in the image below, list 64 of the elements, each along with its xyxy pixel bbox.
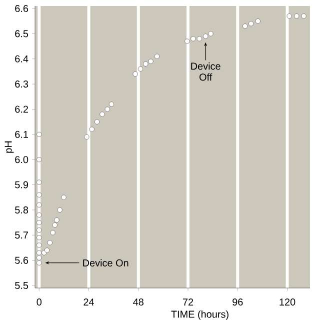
y-tick-label: 6.4	[15, 55, 28, 62]
point	[36, 202, 42, 208]
point	[94, 119, 100, 124]
point	[242, 24, 248, 29]
point	[36, 242, 42, 248]
y-tick-label: 5.8	[15, 206, 28, 214]
point	[100, 112, 105, 117]
point	[148, 58, 154, 64]
point	[61, 194, 66, 200]
y-axis-title: pH	[4, 141, 14, 153]
point	[36, 192, 42, 198]
x-axis-title: TIME (hours)	[171, 310, 228, 320]
point	[89, 126, 94, 132]
point	[208, 31, 214, 36]
point	[190, 36, 196, 42]
point	[294, 13, 300, 19]
y-tick-label: 6.3	[15, 80, 28, 88]
y-tick-label: 5.7	[15, 232, 28, 239]
point	[104, 106, 110, 112]
x-tick-label: 0	[36, 298, 42, 306]
x-tick-label: 72	[182, 298, 194, 306]
point	[154, 54, 160, 59]
annotation: Device On	[83, 259, 128, 266]
point	[36, 180, 42, 185]
point	[36, 235, 42, 240]
point	[184, 38, 190, 44]
point	[36, 255, 42, 260]
annotation: Device Off	[191, 62, 220, 81]
point	[255, 18, 260, 24]
point	[36, 212, 42, 218]
x-tick-label: 96	[232, 298, 243, 306]
y-tick-label: 6.5	[15, 30, 28, 38]
point	[108, 102, 114, 107]
point	[143, 61, 148, 66]
point	[196, 36, 202, 42]
point	[36, 250, 42, 256]
point	[57, 207, 62, 213]
point	[202, 34, 208, 39]
point	[36, 132, 42, 137]
point	[44, 248, 50, 253]
point	[248, 21, 254, 26]
point	[138, 66, 144, 72]
x-tick-label: 120	[280, 298, 296, 306]
point	[52, 222, 58, 228]
point	[36, 260, 42, 266]
point	[36, 156, 42, 162]
y-tick-label: 6.1	[15, 130, 28, 138]
y-tick-label: 5.6	[15, 256, 28, 264]
y-tick-label: 6.6	[15, 4, 28, 12]
y-tick-label: 5.5	[15, 282, 28, 289]
point	[286, 13, 292, 19]
point	[132, 71, 138, 77]
point	[36, 220, 42, 226]
x-tick-label: 48	[133, 298, 144, 306]
y-tick-label: 6.2	[15, 106, 28, 113]
point	[301, 13, 306, 19]
point	[36, 228, 42, 233]
y-tick-label: 5.9	[15, 181, 28, 188]
x-tick-label: 24	[84, 298, 94, 306]
point	[54, 217, 60, 223]
y-tick-label: 6.0	[15, 156, 28, 164]
point	[84, 134, 90, 140]
point	[47, 240, 52, 246]
point	[50, 230, 56, 236]
